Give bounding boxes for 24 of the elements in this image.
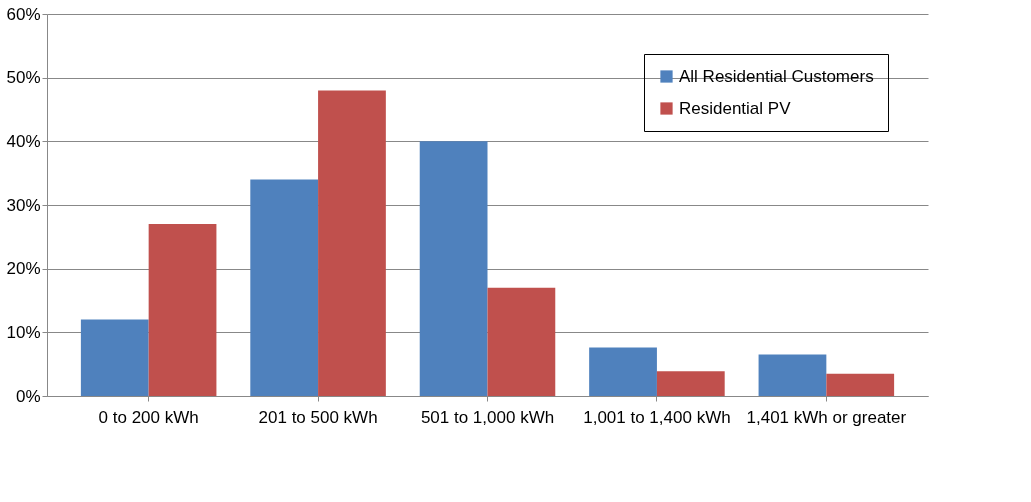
y-tick-label: 0% [15,386,41,406]
y-tick-label: 50% [6,68,41,88]
bar [318,90,386,396]
bar [148,224,217,396]
legend-label: All Residential Customers [679,66,874,86]
y-tick-label: 10% [6,322,41,342]
y-tick-label: 60% [6,4,41,24]
x-tick-label: 201 to 500 kWh [258,407,378,427]
bar [589,347,657,396]
bar [80,319,149,396]
y-tick-label: 30% [6,195,41,215]
bar [487,287,556,396]
bar [419,141,488,396]
y-tick-label: 40% [6,131,41,151]
bar [656,371,725,396]
x-tick-label: 1,401 kWh or greater [746,407,907,427]
bar [250,179,319,396]
legend-label: Residential PV [679,98,792,118]
x-tick-label: 0 to 200 kWh [98,407,199,427]
x-tick-label: 501 to 1,000 kWh [420,407,555,427]
bar [826,373,895,396]
x-tick-label: 1,001 to 1,400 kWh [583,407,731,427]
bar [758,354,827,396]
y-tick-label: 20% [6,259,41,279]
